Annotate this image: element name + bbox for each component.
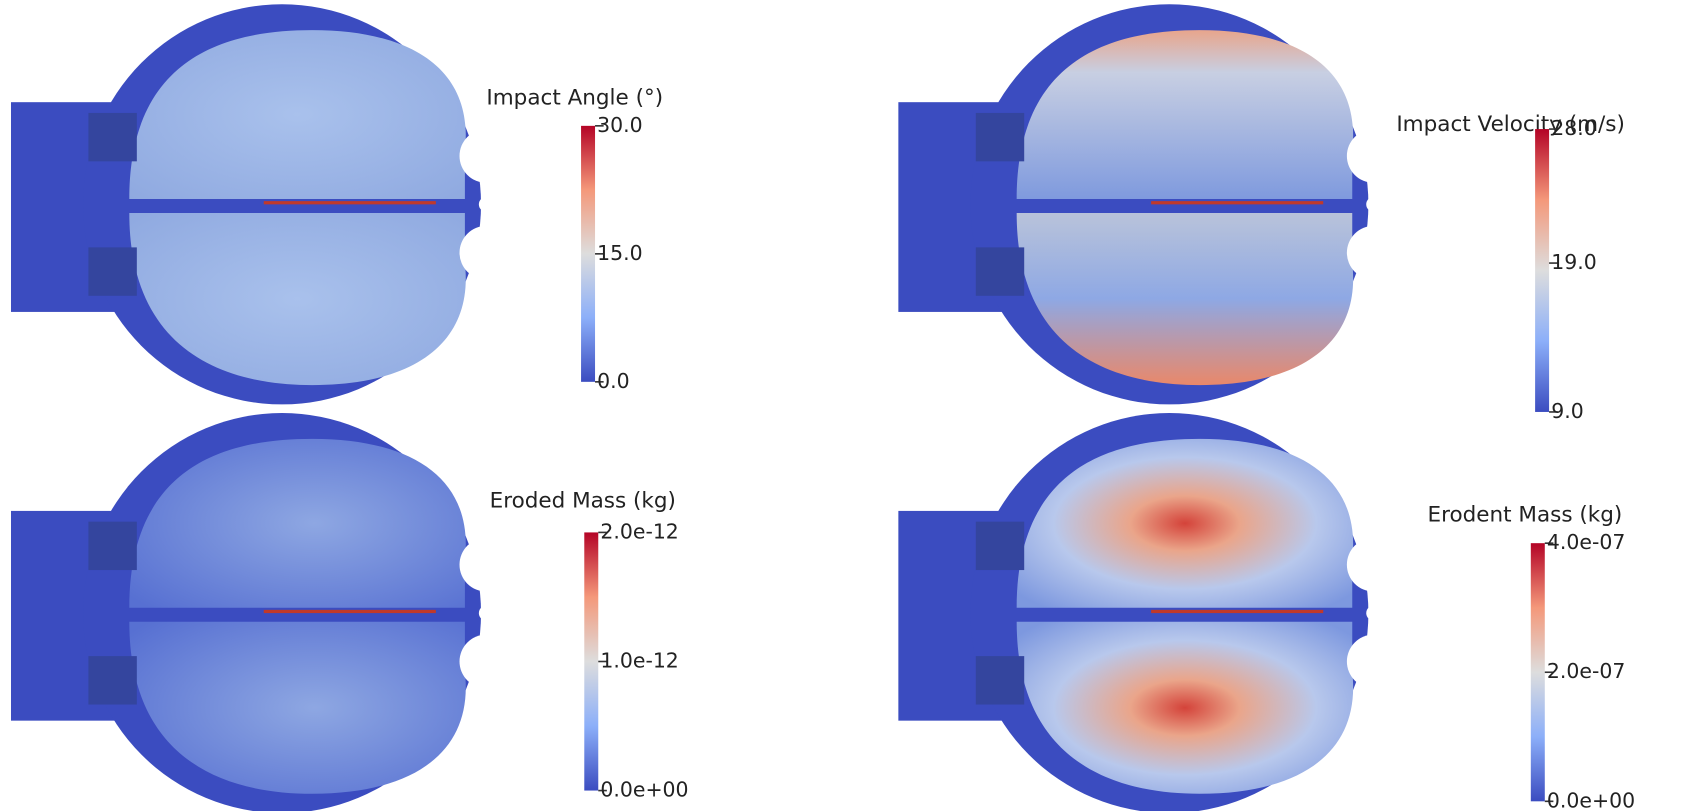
colorbar-title: Erodent Mass (kg) xyxy=(1428,503,1623,528)
notch xyxy=(460,538,514,592)
vessel-render xyxy=(11,413,513,811)
colorbar-tick-label: 19.0 xyxy=(1551,250,1596,274)
notch xyxy=(1347,226,1401,280)
figure: Impact Angle (°)30.015.00.0Impact Veloci… xyxy=(0,0,1687,811)
colorbar-tick-label: 28.0 xyxy=(1551,116,1596,140)
colorbar-tick-label: 30.0 xyxy=(597,113,642,137)
notch xyxy=(1347,129,1401,183)
colorbar-tick-label: 9.0 xyxy=(1551,399,1583,423)
colorbar-tick-label: 0.0e+00 xyxy=(600,778,688,802)
page: {"panels": [ {"title": "Impact Angle (°)… xyxy=(0,0,1687,811)
ridge xyxy=(976,247,1024,295)
seam xyxy=(1151,610,1323,613)
colorbar xyxy=(584,532,598,790)
colorbar xyxy=(1535,129,1549,412)
seam xyxy=(264,610,436,613)
ridge xyxy=(976,656,1024,704)
vessel-render xyxy=(898,413,1400,811)
notch xyxy=(1366,606,1381,621)
notch xyxy=(479,606,494,621)
colorbar-tick-label: 4.0e-07 xyxy=(1547,530,1625,554)
ridge xyxy=(88,656,136,704)
ridge xyxy=(976,113,1024,161)
colorbar xyxy=(1531,543,1545,801)
colorbar xyxy=(581,126,595,382)
notch xyxy=(1366,197,1381,212)
vessel-render xyxy=(898,4,1400,404)
notch xyxy=(460,635,514,689)
colorbar-tick-label: 2.0e-12 xyxy=(600,519,678,543)
ridge xyxy=(88,113,136,161)
colorbar-tick-label: 2.0e-07 xyxy=(1547,659,1625,683)
ridge xyxy=(976,522,1024,570)
notch xyxy=(1347,635,1401,689)
notch xyxy=(479,197,494,212)
colorbar-tick-label: 0.0e+00 xyxy=(1547,788,1635,811)
colorbar-title: Eroded Mass (kg) xyxy=(490,489,676,514)
seam xyxy=(1151,201,1323,204)
ridge xyxy=(88,247,136,295)
colorbar-tick-label: 1.0e-12 xyxy=(600,648,678,672)
seam xyxy=(264,201,436,204)
colorbar-tick-label: 15.0 xyxy=(597,241,642,265)
notch xyxy=(1347,538,1401,592)
notch xyxy=(460,129,514,183)
colorbar-title: Impact Angle (°) xyxy=(486,85,663,110)
notch xyxy=(460,226,514,280)
vessel-render xyxy=(11,4,513,404)
colorbar-tick-label: 0.0 xyxy=(597,369,629,393)
ridge xyxy=(88,522,136,570)
